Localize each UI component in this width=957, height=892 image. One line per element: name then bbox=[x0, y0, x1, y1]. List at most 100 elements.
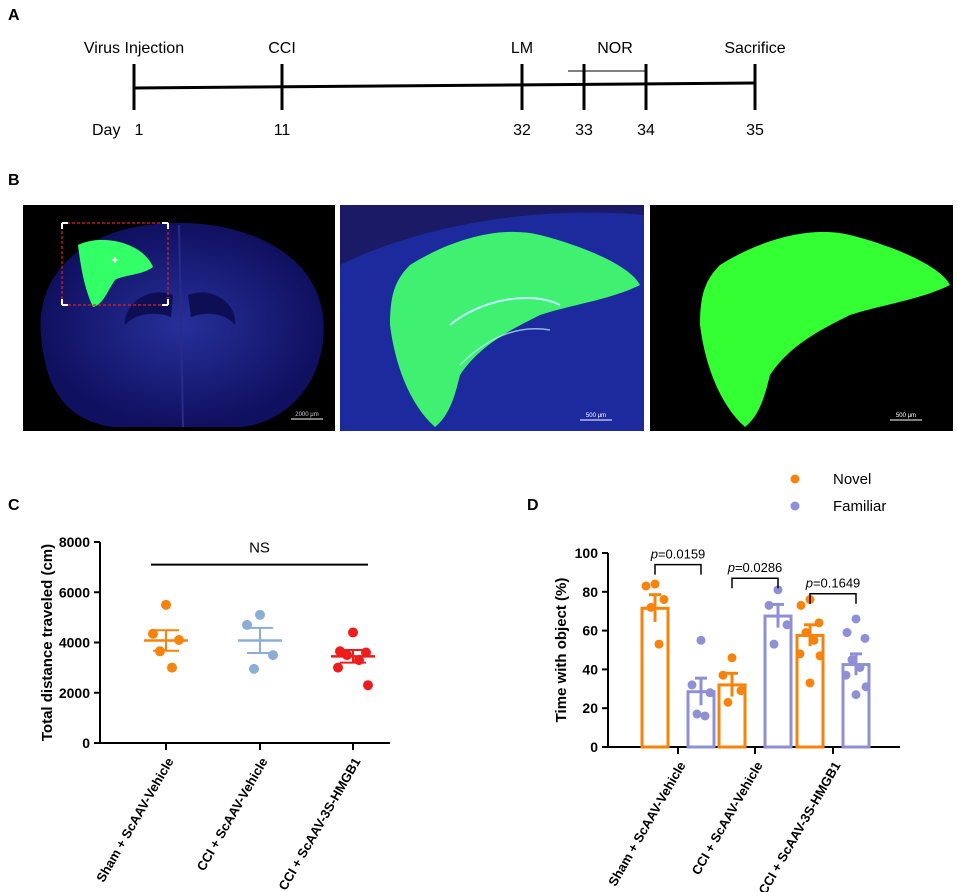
data-point-c bbox=[354, 655, 364, 666]
x-category-label-c: CCI + ScAAV-3S-HMGB1 bbox=[275, 755, 363, 892]
bar-novel bbox=[640, 606, 670, 749]
timeline-day-label: 11 bbox=[274, 122, 291, 139]
data-point-d bbox=[696, 635, 706, 645]
panel-letter-b: B bbox=[8, 172, 20, 189]
data-point-d bbox=[809, 635, 819, 645]
data-point-c bbox=[249, 663, 259, 674]
y-axis-label-c: Total distance traveled (cm) bbox=[39, 544, 56, 741]
y-tick-label-c: 4000 bbox=[59, 635, 90, 651]
data-point-d bbox=[654, 639, 664, 649]
data-point-d bbox=[847, 655, 857, 665]
whole-brain-micrograph: 2000 μm bbox=[23, 205, 335, 431]
data-point-d bbox=[687, 680, 697, 690]
x-category-label-d: Sham + ScAAV-Vehicle bbox=[605, 759, 689, 889]
data-point-d bbox=[855, 662, 865, 672]
panel-letter-d: D bbox=[527, 497, 539, 514]
data-point-c bbox=[348, 627, 358, 638]
data-point-d bbox=[705, 688, 715, 698]
timeline-axis bbox=[133, 81, 756, 90]
data-point-d bbox=[805, 678, 815, 688]
panel-letter-a: A bbox=[8, 7, 20, 24]
timeline-day-label: 34 bbox=[637, 122, 655, 139]
y-tick-label-d: 40 bbox=[582, 661, 598, 677]
data-point-c bbox=[342, 650, 352, 661]
x-category-label-d: CCI + ScAAV-3S-HMGB1 bbox=[755, 759, 843, 892]
timeline-day-label: 35 bbox=[746, 122, 764, 139]
data-point-d bbox=[659, 595, 669, 605]
y-tick-label-d: 80 bbox=[582, 584, 598, 600]
hippocampus-merged-micrograph: 500 μm bbox=[340, 205, 644, 431]
comparison-bracket bbox=[731, 577, 779, 589]
data-point-d bbox=[692, 709, 702, 719]
data-point-c bbox=[161, 599, 171, 610]
timeline-day-label: 32 bbox=[513, 122, 531, 139]
comparison-bracket bbox=[809, 592, 857, 604]
data-point-d bbox=[796, 600, 806, 610]
data-point-d bbox=[641, 581, 651, 591]
y-tick-label-d: 60 bbox=[582, 623, 598, 639]
chart-d-object-time: 0 20 40 60 80 100 Time with object (%) Sham + S… bbox=[553, 471, 900, 892]
x-category-label-c: Sham + ScAAV-Vehicle bbox=[93, 755, 177, 885]
bar-familiar bbox=[763, 614, 793, 749]
y-axis-label-d: Time with object (%) bbox=[553, 578, 570, 723]
scale-bar-label-2: 500 μm bbox=[586, 413, 606, 419]
nor-range-label: NOR bbox=[597, 40, 633, 57]
y-tick-label-d: 0 bbox=[590, 739, 598, 755]
data-point-d bbox=[795, 649, 805, 659]
data-point-d bbox=[861, 682, 871, 692]
timeline-event-label: Virus Injection bbox=[84, 40, 184, 57]
x-category-label-c: CCI + ScAAV-Vehicle bbox=[194, 755, 271, 873]
data-point-d bbox=[782, 620, 792, 630]
timeline-event-label: CCI bbox=[268, 40, 296, 57]
timeline-day-label: 33 bbox=[575, 122, 593, 139]
y-tick-label-c: 2000 bbox=[59, 685, 90, 701]
panel-letter-c: C bbox=[8, 497, 20, 514]
timeline-day-label: 1 bbox=[135, 122, 144, 139]
data-point-d bbox=[646, 602, 656, 612]
data-point-d bbox=[736, 686, 746, 696]
data-point-d bbox=[769, 639, 779, 649]
comparison-p-value: p=0.1649 bbox=[805, 576, 861, 591]
x-category-label-d: CCI + ScAAV-Vehicle bbox=[689, 759, 766, 877]
experiment-timeline: Virus Injection 1 CCI 11 LM 32 33 34 Sacrifice 35… bbox=[84, 40, 786, 139]
y-tick-label-c: 8000 bbox=[59, 534, 90, 550]
data-point-d bbox=[842, 628, 852, 638]
data-point-d bbox=[727, 653, 737, 663]
data-point-c bbox=[148, 628, 158, 639]
data-point-d bbox=[650, 579, 660, 589]
data-point-c bbox=[174, 634, 184, 645]
hippocampus-green-micrograph: 500 μm bbox=[650, 205, 953, 431]
data-point-c bbox=[255, 609, 265, 620]
scale-bar-label-3: 500 μm bbox=[896, 413, 916, 419]
data-point-d bbox=[860, 633, 870, 643]
data-point-d bbox=[723, 697, 733, 707]
data-point-d bbox=[773, 585, 783, 595]
legend-marker-familiar bbox=[790, 501, 800, 511]
comparison-bracket bbox=[654, 563, 702, 575]
data-point-d bbox=[841, 670, 851, 680]
timeline-event-label: Sacrifice bbox=[724, 40, 785, 57]
data-point-d bbox=[718, 670, 728, 680]
data-point-c bbox=[361, 647, 371, 658]
y-tick-label-d: 20 bbox=[582, 700, 598, 716]
data-point-d bbox=[700, 711, 710, 721]
data-point-d bbox=[764, 600, 774, 610]
data-point-c bbox=[268, 650, 278, 661]
data-point-c bbox=[155, 646, 165, 657]
y-tick-label-d: 100 bbox=[575, 545, 599, 561]
data-point-c bbox=[167, 662, 177, 673]
scale-bar-label-1: 2000 μm bbox=[295, 412, 318, 418]
comparison-p-value: p=0.0159 bbox=[650, 547, 706, 562]
data-point-c bbox=[363, 680, 373, 691]
legend-label-familiar: Familiar bbox=[833, 498, 886, 515]
timeline-day-prefix: Day bbox=[92, 122, 120, 139]
data-point-d bbox=[814, 618, 824, 628]
ns-label: NS bbox=[249, 540, 270, 557]
timeline-event-label: LM bbox=[511, 40, 533, 57]
data-point-c bbox=[333, 662, 343, 673]
y-tick-label-c: 0 bbox=[82, 735, 90, 751]
data-point-d bbox=[851, 614, 861, 624]
y-tick-label-c: 6000 bbox=[59, 584, 90, 600]
